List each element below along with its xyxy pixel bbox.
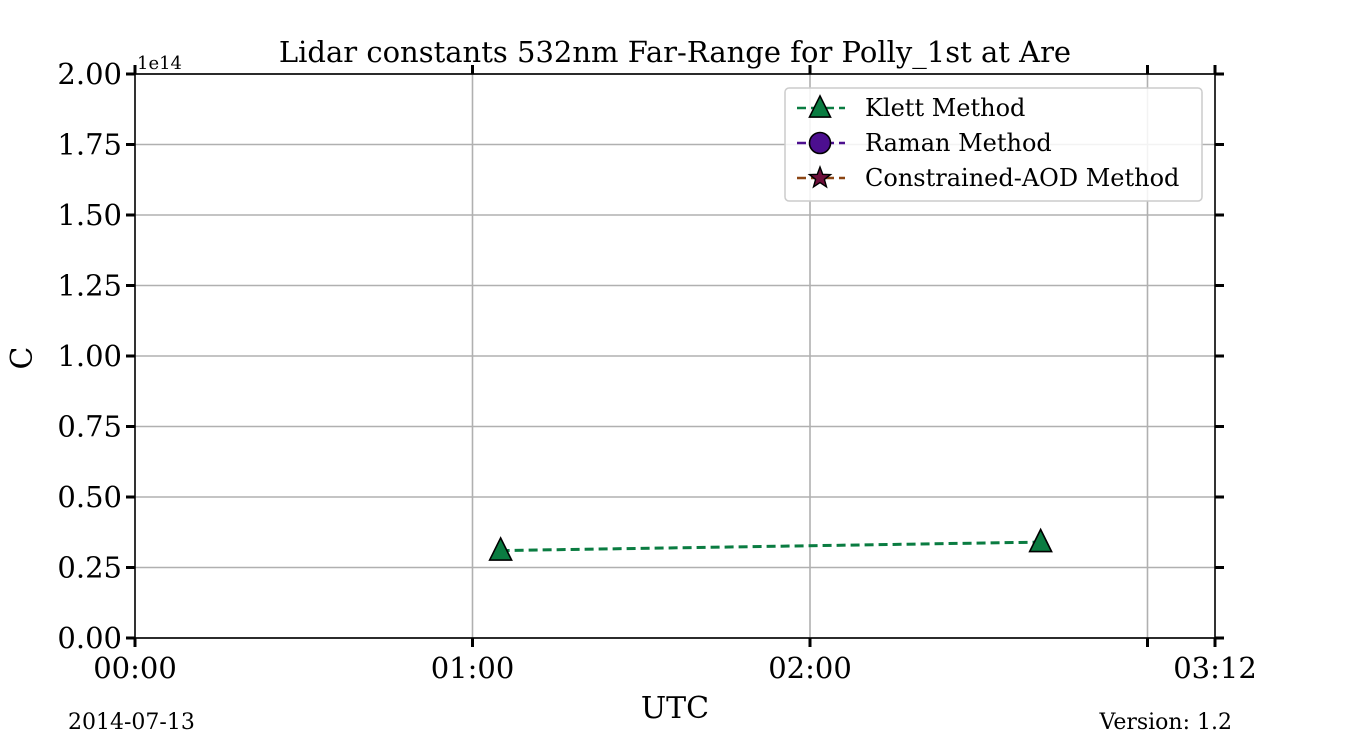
legend-label: Klett Method — [865, 94, 1025, 122]
x-tick-label: 01:00 — [431, 651, 515, 685]
x-tick-label: 00:00 — [93, 651, 177, 685]
legend-marker — [808, 131, 832, 155]
series-line — [500, 540, 1041, 553]
data-point — [1028, 527, 1053, 553]
legend-marker — [808, 94, 832, 118]
y-tick-label: 0.00 — [57, 621, 122, 655]
series-layer — [488, 527, 1053, 561]
legend-label: Constrained-AOD Method — [865, 164, 1179, 192]
y-tick-label: 1.00 — [57, 339, 122, 373]
legend-box — [784, 87, 1203, 202]
y-tick-label: 0.25 — [57, 551, 122, 585]
ticks: 0.00 0.25 0.50 0.75 1.00 1.25 1.50 1.75 2.00 00:0… — [57, 57, 1256, 685]
footer-version: Version: 1.2 — [1099, 710, 1232, 735]
data-point — [488, 536, 513, 561]
legend-marker — [807, 164, 833, 189]
legend: Klett Method Raman Method Constrained-AOD … — [784, 87, 1203, 202]
x-tick-label: 02:00 — [768, 651, 852, 685]
y-tick-label: 0.50 — [57, 480, 122, 514]
footer-date: 2014-07-13 — [68, 710, 195, 735]
y-axis-label: C — [5, 347, 40, 370]
y-tick-label: 2.00 — [57, 57, 122, 91]
y-tick-label: 0.75 — [57, 410, 122, 444]
y-tick-label: 1.75 — [57, 128, 122, 162]
y-tick-label: 1.50 — [57, 198, 122, 232]
y-offset-label: 1e14 — [137, 53, 182, 74]
x-axis-label: UTC — [641, 691, 709, 726]
y-tick-label: 1.25 — [57, 269, 122, 303]
chart-title: Lidar constants 532nm Far-Range for Poll… — [279, 35, 1071, 70]
legend-label: Raman Method — [865, 129, 1052, 157]
x-tick-label: 03:12 — [1173, 651, 1257, 685]
